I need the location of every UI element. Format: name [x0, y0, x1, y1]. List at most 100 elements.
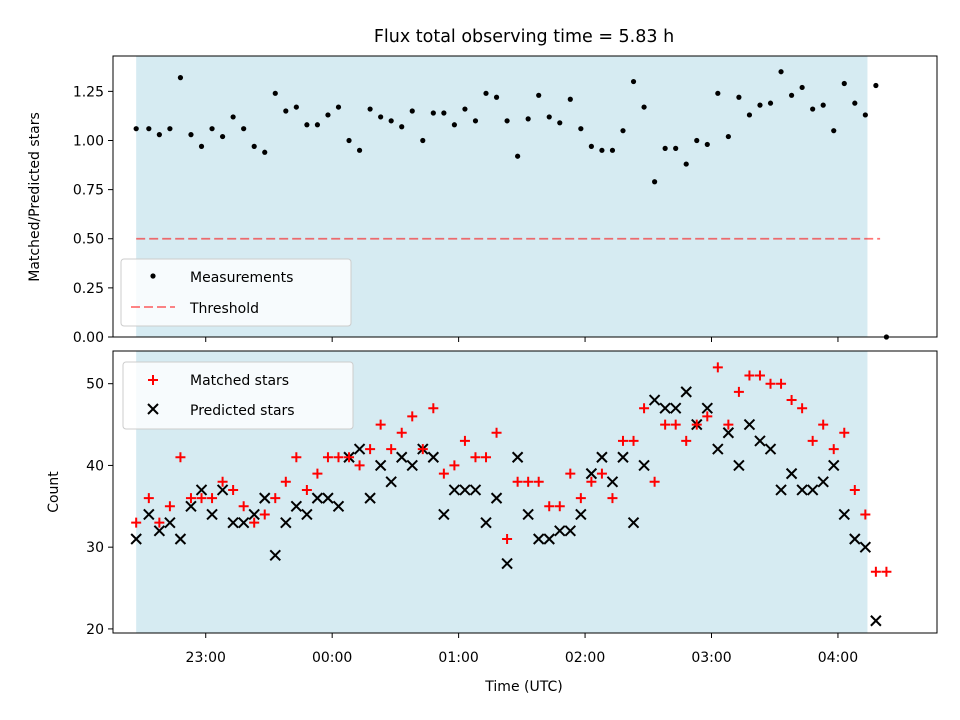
measurement-point	[420, 137, 426, 144]
measurement-point	[652, 179, 658, 185]
matched-point	[375, 419, 386, 430]
matched-point	[617, 435, 628, 446]
matched-point	[207, 493, 218, 504]
matched-point	[596, 468, 607, 479]
matched-point	[228, 484, 239, 495]
predicted-point	[153, 525, 166, 537]
matched-point	[143, 493, 154, 504]
bottom-axes-frame	[112, 350, 938, 634]
predicted-point	[511, 451, 524, 463]
predicted-point	[469, 484, 482, 496]
measurement-point	[557, 120, 563, 126]
matched-point	[881, 566, 892, 577]
matched-point	[333, 452, 344, 463]
measurement-point	[230, 114, 236, 120]
legend-marker-measurements	[150, 273, 156, 279]
measurement-point	[736, 94, 742, 100]
matched-point	[849, 484, 860, 495]
matched-point	[628, 435, 639, 446]
matched-point	[807, 435, 818, 446]
matched-point	[512, 476, 523, 487]
predicted-point	[669, 402, 682, 414]
matched-point	[344, 452, 355, 463]
x-tick-label: 02:00	[565, 650, 605, 666]
predicted-point	[248, 508, 260, 521]
bottom-ylabel: Count	[46, 471, 62, 513]
measurement-point	[620, 128, 626, 134]
measurement-point	[493, 94, 500, 100]
matched-point	[744, 370, 755, 381]
bottom-ticks: 23:00 00:00 01:00 02:00 03:00 04:00 20 30 40 50	[86, 377, 858, 666]
measurement-point	[504, 118, 510, 124]
predicted-point	[828, 459, 840, 472]
predicted-point	[712, 443, 724, 455]
x-tick-label: 00:00	[312, 650, 352, 666]
bottom-legend: Matched stars Predicted stars	[122, 361, 354, 430]
predicted-point	[785, 467, 798, 480]
measurement-point	[630, 78, 637, 85]
matched-point	[259, 509, 270, 520]
measurement-point	[188, 132, 194, 138]
legend-marker-predicted	[147, 403, 159, 415]
matched-point	[870, 566, 881, 577]
matched-point	[354, 460, 365, 471]
predicted-point	[438, 508, 450, 521]
predicted-point	[185, 500, 197, 513]
bottom-y-tick-label: 40	[86, 458, 104, 474]
measurement-point	[757, 102, 763, 108]
matched-point	[386, 444, 397, 455]
predicted-point	[448, 484, 461, 496]
matched-point	[175, 452, 186, 463]
measurement-point	[578, 126, 584, 132]
predicted-points	[130, 386, 882, 627]
matched-point	[291, 452, 302, 463]
predicted-point	[237, 516, 250, 529]
x-tick-label: 04:00	[818, 650, 858, 666]
measurement-point	[283, 108, 289, 114]
predicted-point	[859, 541, 872, 553]
predicted-point	[796, 484, 808, 496]
measurement-point	[219, 133, 226, 140]
measurement-point	[683, 161, 689, 167]
measurement-point	[430, 110, 436, 116]
measurement-point	[609, 147, 616, 153]
predicted-point	[311, 492, 324, 504]
measurement-point	[694, 137, 700, 144]
matched-point	[502, 534, 513, 544]
matched-point	[459, 435, 470, 446]
matched-point	[691, 419, 702, 430]
predicted-point	[301, 508, 313, 521]
matched-point	[660, 419, 671, 430]
measurement-points	[133, 69, 890, 340]
predicted-point	[385, 476, 397, 488]
matched-points	[131, 362, 892, 577]
predicted-point	[764, 443, 777, 455]
measurement-point	[146, 126, 152, 132]
measurement-point	[799, 84, 805, 91]
predicted-point	[564, 525, 577, 537]
measurement-point	[335, 104, 342, 110]
predicted-point	[364, 492, 376, 504]
predicted-point	[627, 516, 640, 529]
matched-point	[417, 444, 428, 455]
top-axes-frame	[112, 55, 938, 338]
matched-point	[523, 476, 534, 487]
predicted-point	[701, 402, 713, 414]
legend-label-matched: Matched stars	[190, 373, 289, 389]
top-legend-box	[120, 258, 352, 327]
predicted-point	[680, 386, 692, 398]
predicted-point	[775, 484, 787, 496]
matched-point	[217, 476, 228, 487]
measurement-point	[251, 143, 257, 149]
top-ticks: 0.00 0.25 0.50 0.75 1.00 1.25	[73, 84, 839, 346]
measurement-point	[483, 90, 489, 96]
matched-point	[776, 378, 787, 389]
measurement-point	[133, 126, 139, 132]
measurement-point	[704, 141, 710, 148]
bottom-y-tick-label: 30	[86, 540, 104, 556]
matched-point	[238, 501, 249, 512]
matched-point	[607, 493, 618, 504]
predicted-point	[743, 418, 756, 431]
matched-point	[185, 493, 196, 504]
matched-point	[131, 517, 142, 528]
